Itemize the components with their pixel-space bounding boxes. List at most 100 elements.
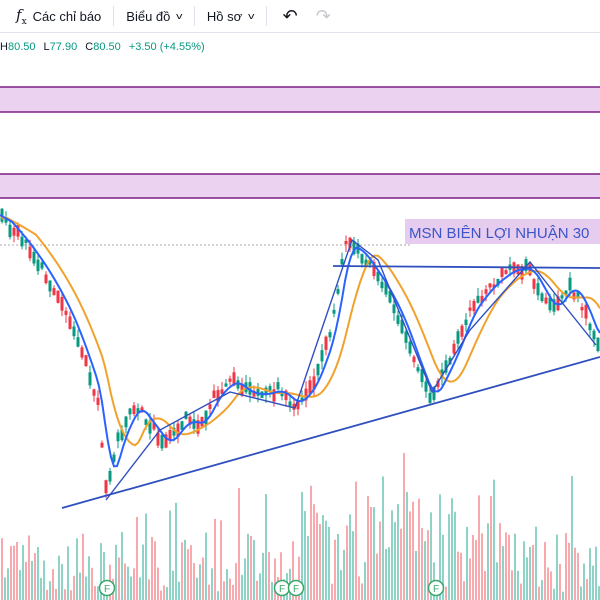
volume-bar — [355, 481, 357, 600]
indicators-button[interactable]: fx Các chỉ báo — [10, 3, 107, 29]
candle-body — [108, 470, 112, 482]
candle-body — [8, 224, 12, 238]
candle-body — [220, 389, 224, 394]
ascending-trendline — [61, 356, 600, 509]
volume-bar — [475, 540, 477, 600]
candle-body — [112, 454, 116, 462]
event-marker[interactable]: F — [427, 579, 445, 597]
volume-bar — [226, 569, 228, 600]
volume-bar — [499, 523, 501, 600]
candle-body — [472, 300, 476, 312]
candle-body — [16, 225, 20, 237]
volume-bar — [385, 549, 387, 600]
volume-bar — [313, 504, 315, 600]
candle-body — [360, 253, 364, 264]
event-marker[interactable]: F — [273, 579, 291, 597]
volume-bar — [187, 549, 189, 600]
volume-bars — [1, 453, 600, 600]
candle-body — [20, 236, 24, 247]
volume-bar — [487, 523, 489, 600]
volume-bar — [328, 526, 330, 600]
candle-body — [120, 429, 124, 441]
volume-bar — [181, 542, 183, 600]
volume-bar — [46, 589, 48, 600]
moving-average-slow — [0, 214, 600, 447]
candle-body — [408, 341, 412, 354]
resistance-zone-upper[interactable] — [0, 86, 600, 113]
volume-bar — [319, 524, 321, 600]
volume-bar — [127, 566, 129, 600]
volume-bar — [538, 586, 540, 600]
candle-body — [68, 316, 72, 329]
volume-bar — [28, 535, 30, 600]
annotation-label[interactable]: MSN BIÊN LỢI NHUẬN 30 — [405, 219, 600, 244]
volume-bar — [598, 586, 600, 600]
candle-body — [456, 331, 460, 344]
volume-bar — [589, 548, 591, 600]
volume-bar — [394, 522, 396, 600]
volume-bar — [580, 586, 582, 600]
candle-body — [84, 355, 88, 367]
candle-body — [172, 427, 176, 436]
candle-body — [224, 383, 228, 387]
undo-button[interactable]: ↶ — [277, 3, 304, 29]
candle-body — [380, 281, 384, 289]
candle-body — [144, 419, 148, 425]
volume-bar — [214, 518, 216, 600]
volume-bar — [502, 546, 504, 600]
candle-body — [312, 376, 316, 390]
volume-bar — [460, 552, 462, 600]
event-marker[interactable]: F — [98, 579, 116, 597]
profile-label: Hồ sơ — [206, 8, 243, 24]
volume-bar — [550, 571, 552, 600]
volume-bar — [583, 563, 585, 600]
volume-bar — [34, 553, 36, 600]
candle-body — [484, 289, 488, 294]
horizontal-resistance-line — [332, 265, 600, 269]
volume-bar — [331, 583, 333, 600]
volume-bar — [316, 512, 318, 600]
toolbar-divider — [265, 6, 267, 26]
volume-bar — [571, 475, 573, 600]
candle-body — [384, 281, 388, 295]
volume-bar — [307, 535, 309, 600]
candle-body — [404, 331, 408, 343]
volume-bar — [10, 546, 12, 600]
volume-bar — [547, 567, 549, 600]
volume-bar — [145, 513, 147, 600]
candle-body — [160, 434, 164, 449]
event-marker[interactable]: F — [287, 579, 305, 597]
volume-bar — [7, 568, 9, 600]
candle-body — [516, 264, 520, 275]
volume-bar — [271, 581, 273, 600]
volume-bar — [592, 565, 594, 600]
volume-bar — [556, 534, 558, 600]
candle-body — [552, 299, 556, 312]
volume-bar — [61, 564, 63, 600]
volume-bar — [103, 551, 105, 600]
candle-body — [280, 392, 284, 397]
candle-body — [372, 262, 376, 276]
volume-bar — [409, 511, 411, 600]
chart-type-button[interactable]: Biểu đồ v — [120, 3, 188, 29]
event-marker-circle — [287, 579, 305, 597]
high-label: H — [0, 41, 8, 53]
candle-body — [440, 369, 444, 378]
volume-bar — [517, 570, 519, 600]
volume-bar — [244, 558, 246, 600]
profile-button[interactable]: Hồ sơ v — [201, 3, 260, 29]
volume-bar — [250, 535, 252, 600]
candle-body — [396, 315, 400, 324]
volume-bar — [31, 560, 33, 600]
volume-bar — [337, 533, 339, 600]
candle-body — [264, 387, 268, 396]
candle-body — [76, 337, 80, 347]
volume-bar — [142, 544, 144, 600]
candle-body — [152, 422, 156, 430]
redo-button[interactable]: ↷ — [310, 3, 337, 29]
low-label: L — [43, 41, 50, 53]
candle-body — [364, 259, 368, 267]
resistance-zone-lower[interactable] — [0, 173, 600, 199]
event-marker-label: F — [104, 584, 110, 595]
